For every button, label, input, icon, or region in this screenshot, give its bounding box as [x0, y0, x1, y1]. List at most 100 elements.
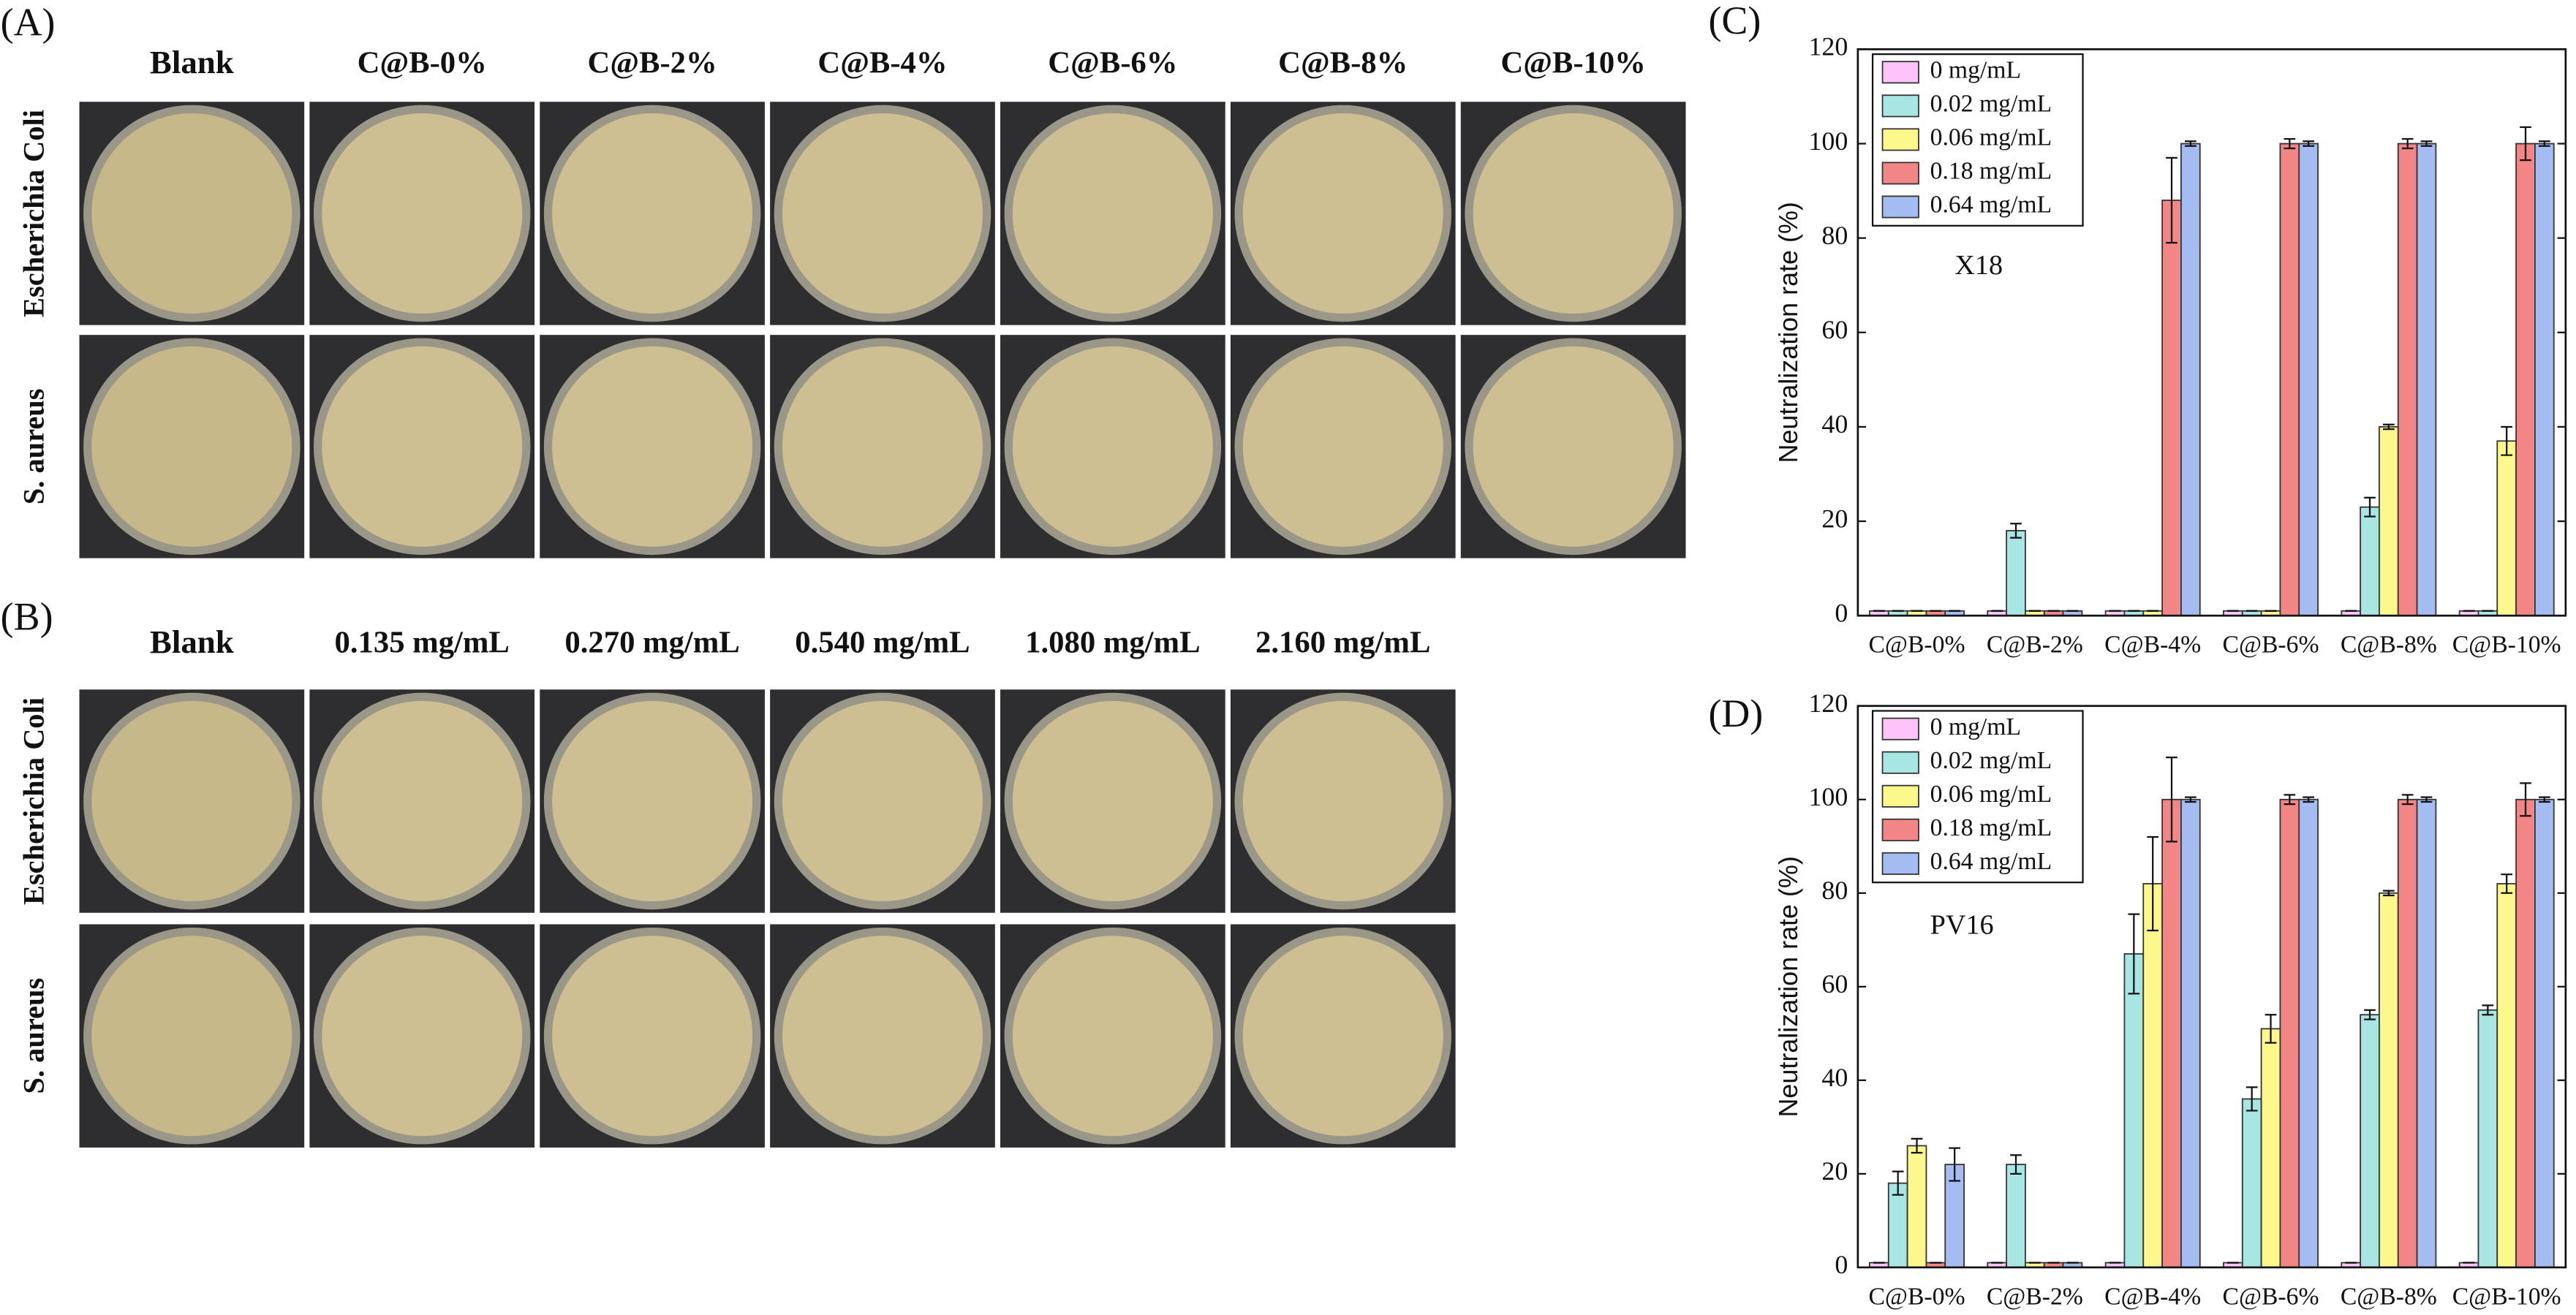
bar	[1887, 1182, 1908, 1268]
agar	[91, 113, 292, 314]
error-bar	[1949, 1147, 1961, 1182]
y-tick-label: 100	[1808, 782, 1848, 811]
legend-label: 0.18 mg/mL	[1930, 158, 2052, 185]
agar	[552, 113, 753, 314]
bar	[2379, 426, 2399, 617]
legend-label: 0.06 mg/mL	[1930, 124, 2052, 151]
column-header: 2.160 mg/mL	[1255, 625, 1430, 659]
y-tick-label: 20	[1821, 504, 1848, 533]
legend-label: 0.64 mg/mL	[1930, 192, 2052, 219]
petri-dish-photo	[1000, 924, 1225, 1148]
legend-label: 0.06 mg/mL	[1930, 781, 2052, 808]
petri-dish-photo	[770, 924, 995, 1148]
x-tick-label: C@B-10%	[2452, 1283, 2561, 1310]
petri-dish-photo	[1230, 924, 1456, 1148]
y-tick-label: 100	[1808, 126, 1848, 156]
annotation: X18	[1954, 250, 2003, 281]
legend-swatch	[1881, 162, 1919, 185]
agar	[782, 701, 983, 902]
bar	[2416, 143, 2437, 617]
bar	[2241, 1098, 2262, 1268]
plot-frame	[1857, 48, 2567, 617]
petri-dish-photo	[770, 335, 995, 558]
agar	[782, 113, 983, 314]
agar	[552, 346, 753, 547]
bar	[2279, 143, 2300, 617]
agar	[1242, 701, 1443, 902]
error-bar	[2166, 757, 2177, 843]
column-header: C@B-2%	[588, 46, 717, 80]
petri-dish-photo	[1230, 689, 1456, 913]
petri-dish-photo	[540, 924, 765, 1148]
error-bar	[2128, 913, 2140, 995]
column-header: C@B-4%	[817, 46, 947, 80]
agar	[1012, 701, 1213, 902]
bar	[2416, 798, 2437, 1268]
petri-dish-photo	[1230, 102, 1456, 325]
agar	[1242, 936, 1443, 1137]
agar	[1242, 346, 1443, 547]
error-bar	[2245, 1086, 2258, 1112]
error-bar	[2284, 137, 2296, 150]
error-bar	[2010, 1154, 2022, 1175]
bar	[2534, 143, 2555, 617]
agar	[782, 936, 983, 1137]
panel-label: (B)	[1, 594, 53, 638]
bar	[2360, 506, 2380, 617]
error-bar	[2538, 140, 2550, 147]
y-tick-label: 80	[1821, 876, 1848, 905]
agar	[1012, 346, 1213, 547]
column-header: C@B-10%	[1500, 46, 1645, 80]
bar	[2006, 530, 2026, 617]
agar	[552, 701, 753, 902]
panel-label: (C)	[1708, 0, 1761, 42]
x-tick-label: C@B-4%	[2104, 632, 2201, 659]
error-bar	[2382, 423, 2395, 431]
y-tick-label: 80	[1821, 221, 1848, 250]
annotation: PV16	[1930, 910, 1994, 941]
petri-dish-photo	[540, 102, 765, 325]
agar	[1012, 936, 1213, 1137]
legend-label: 0.02 mg/mL	[1930, 91, 2052, 118]
agar	[91, 701, 292, 902]
legend-swatch	[1881, 128, 1919, 151]
legend-swatch	[1881, 818, 1919, 841]
legend-swatch	[1881, 751, 1919, 774]
x-tick-label: C@B-8%	[2341, 632, 2437, 659]
bar	[2161, 200, 2182, 617]
legend-label: 0.02 mg/mL	[1930, 747, 2052, 774]
legend-label: 0.18 mg/mL	[1930, 814, 2052, 841]
agar	[322, 113, 523, 314]
bar	[2279, 798, 2300, 1268]
error-bar	[2520, 782, 2531, 817]
legend-label: 0 mg/mL	[1930, 713, 2021, 740]
agar	[322, 701, 523, 902]
column-header: Blank	[150, 624, 234, 660]
error-bar	[2364, 1009, 2376, 1020]
error-bar	[2010, 523, 2022, 539]
column-header: 0.135 mg/mL	[335, 625, 510, 659]
agar	[322, 346, 523, 547]
bar	[2298, 798, 2319, 1268]
y-tick-label: 20	[1821, 1156, 1848, 1186]
agar	[1012, 113, 1213, 314]
y-tick-label: 60	[1821, 315, 1848, 344]
row-label: S. aureus	[17, 389, 50, 505]
petri-dish-photo	[1000, 689, 1225, 913]
row-label: Escherichia Coli	[17, 697, 50, 905]
column-header: 1.080 mg/mL	[1025, 625, 1200, 659]
bar	[2397, 798, 2418, 1268]
petri-dish-photo	[770, 689, 995, 913]
panel-label: (D)	[1708, 691, 1763, 735]
agar	[782, 346, 983, 547]
x-tick-label: C@B-2%	[1987, 632, 2083, 659]
y-axis-label: Neutralization rate (%)	[1773, 856, 1803, 1117]
bar	[2360, 1014, 2380, 1268]
error-bar	[2538, 796, 2550, 803]
error-bar	[1911, 1137, 1923, 1154]
bar	[2496, 440, 2517, 617]
x-tick-label: C@B-2%	[1987, 1283, 2083, 1310]
bar	[2379, 892, 2399, 1268]
bar	[2123, 953, 2145, 1268]
petri-dish-photo	[79, 924, 305, 1148]
